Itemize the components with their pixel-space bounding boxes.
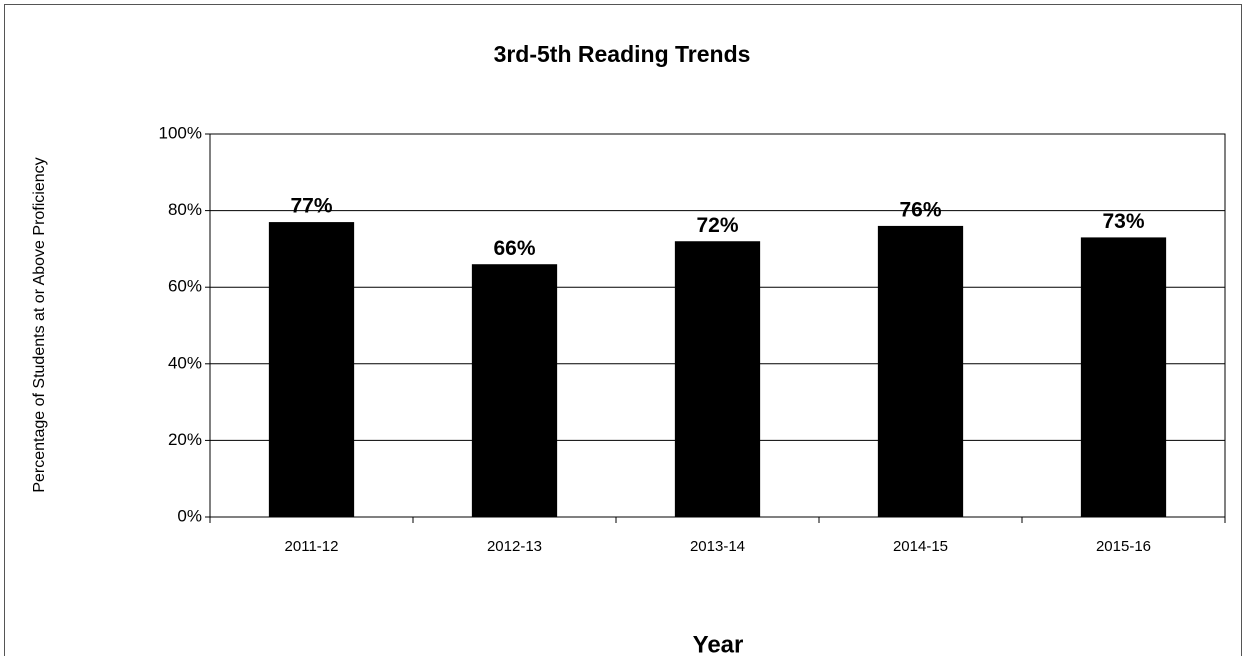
bar <box>268 222 355 517</box>
y-tick-label: 0% <box>177 506 202 525</box>
y-tick-label: 80% <box>168 200 202 219</box>
data-label: 73% <box>1102 210 1144 233</box>
data-label: 72% <box>696 214 738 237</box>
chart-title: 3rd-5th Reading Trends <box>494 41 751 67</box>
y-tick-label: 20% <box>168 430 202 449</box>
chart-border <box>4 4 1242 656</box>
x-tick-label: 2011-12 <box>285 538 339 555</box>
x-tick-label: 2013-14 <box>690 538 745 555</box>
x-axis-label: Year <box>693 631 744 656</box>
y-tick-label: 40% <box>168 353 202 372</box>
y-tick-label: 60% <box>168 277 202 296</box>
y-tick-label: 100% <box>159 123 202 142</box>
data-label: 76% <box>899 198 941 221</box>
y-axis-label: Percentage of Students at or Above Profi… <box>31 157 48 492</box>
bar <box>674 241 761 518</box>
x-tick-label: 2015-16 <box>1096 538 1151 555</box>
x-tick-label: 2014-15 <box>893 538 948 555</box>
data-label: 66% <box>493 237 535 260</box>
x-tick-label: 2012-13 <box>487 538 542 555</box>
bar <box>877 225 964 518</box>
bar <box>471 264 558 517</box>
bar <box>1080 237 1167 517</box>
data-label: 77% <box>290 195 332 218</box>
